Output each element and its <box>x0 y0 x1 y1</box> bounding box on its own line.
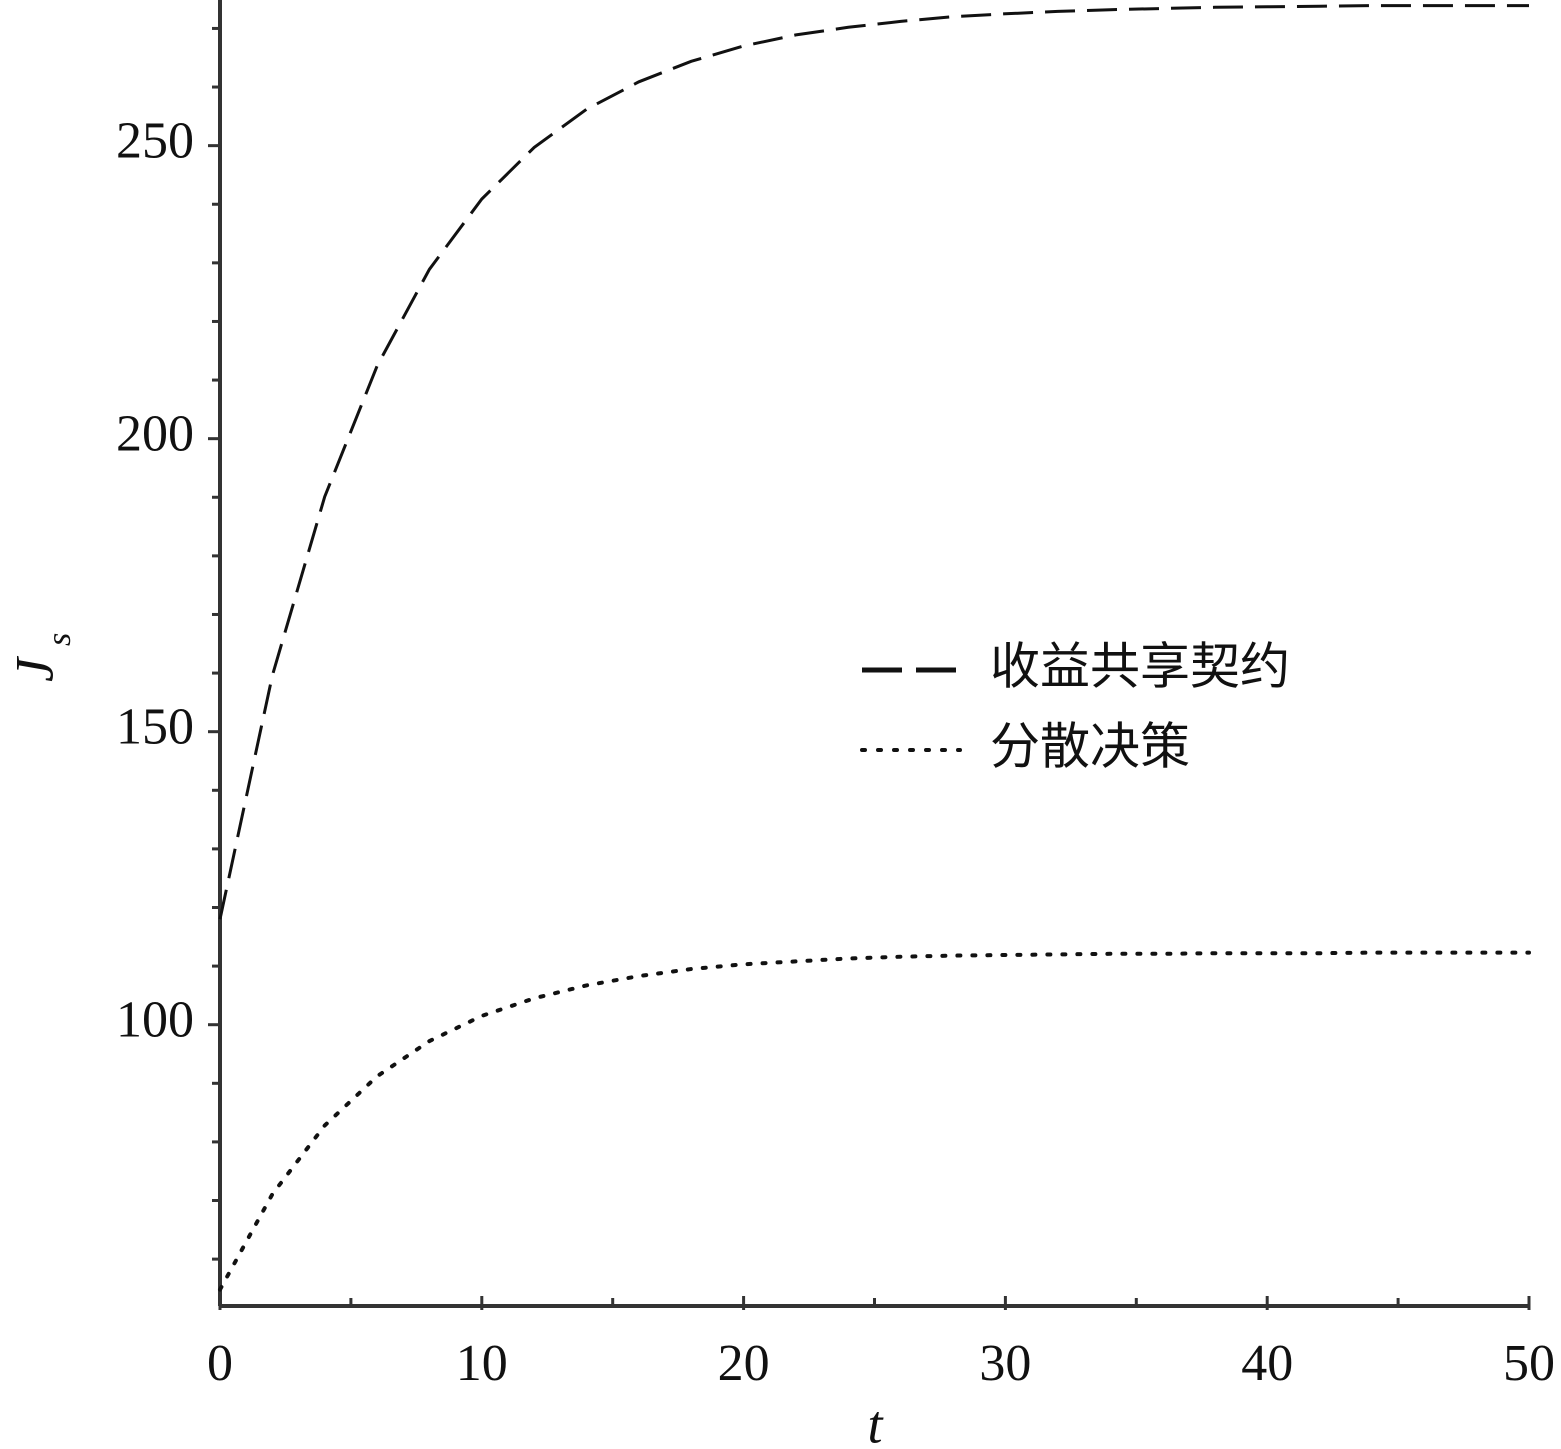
legend-label: 收益共享契约 <box>990 638 1290 696</box>
x-tick-label: 50 <box>1503 1335 1555 1392</box>
series-line <box>218 4 1529 920</box>
x-axis-label: t <box>867 1394 884 1449</box>
x-tick-label: 30 <box>979 1335 1031 1392</box>
y-tick-label: 150 <box>116 699 194 756</box>
y-tick-label: 200 <box>116 406 194 463</box>
x-tick-label: 10 <box>456 1335 508 1392</box>
y-axis-label: J <box>4 655 64 682</box>
y-tick-label: 250 <box>116 113 194 170</box>
y-axis-label-subscript: s <box>41 633 78 646</box>
legend-label: 分散决策 <box>990 718 1190 776</box>
y-axis-label-group: J s <box>4 633 77 682</box>
x-tick-label: 0 <box>207 1335 233 1392</box>
y-tick-label: 100 <box>116 992 194 1049</box>
series-line <box>218 950 1531 1292</box>
x-tick-label: 20 <box>718 1335 770 1392</box>
x-tick-label: 40 <box>1241 1335 1293 1392</box>
